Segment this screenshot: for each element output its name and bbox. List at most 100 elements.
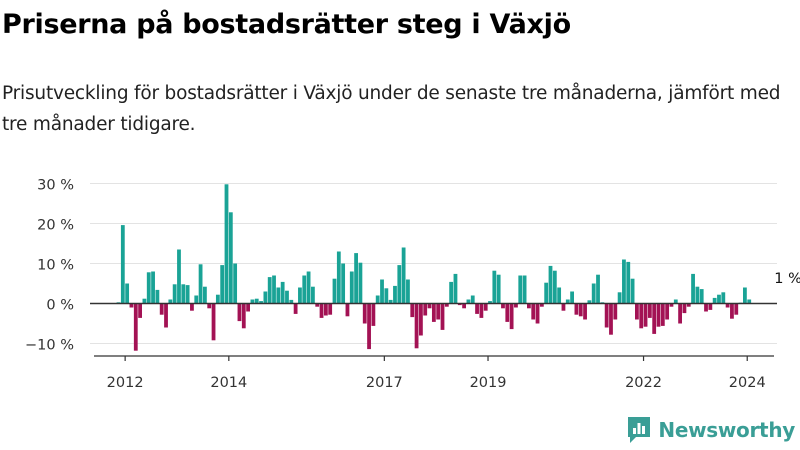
bar [362,303,367,324]
bar [691,273,695,304]
bar [259,301,263,304]
bar [341,263,346,304]
bar [509,303,514,330]
bar [207,303,212,309]
bar [704,303,708,312]
bar [665,303,670,320]
bar [712,297,717,304]
bar [336,251,341,304]
x-axis: 2012 2014 2017 2019 2022 2024 [94,355,774,391]
bar [371,303,376,326]
bar [587,300,592,304]
bar [747,299,752,304]
bar [211,303,216,341]
bar [241,303,246,329]
bar [388,299,393,304]
bar [358,262,363,304]
bar [669,303,674,307]
bar [639,303,644,329]
bar [652,303,657,334]
bar [466,299,471,304]
brand-name: Newsworthy [658,418,795,442]
bar [488,301,492,304]
bar [453,273,458,304]
bar [159,303,164,315]
bar [419,303,423,336]
bar [574,303,579,315]
bar [647,303,652,318]
bar [660,303,665,326]
bar [267,277,272,304]
bar [449,281,454,304]
bar-chart-logo-icon [628,417,651,443]
bar [518,275,523,304]
bar [224,184,229,304]
bar [630,278,635,304]
bar [721,292,726,304]
bar [626,261,631,304]
bars [116,184,752,351]
bar [734,303,739,315]
bar [544,282,549,304]
bar [622,259,626,304]
bar [393,285,397,304]
bar [276,287,281,304]
bar [552,270,557,304]
bar [254,298,259,304]
bar [591,283,596,304]
bar [699,289,704,304]
bar [548,265,553,304]
bar [565,299,570,304]
bar [215,294,220,304]
y-axis-tick-labels: 30 % 20 % 10 % 0 % −10 % [25,178,74,354]
bar [237,303,242,322]
bar [527,303,531,309]
bar [198,264,203,304]
bar [570,291,574,304]
bar [194,295,199,304]
bar [246,303,250,312]
chart-title: Priserna på bostadsrätter steg i Växjö [2,9,571,40]
bar [125,283,130,304]
bar [496,274,501,304]
bar [323,303,328,316]
bar [475,303,479,314]
bar [604,303,609,328]
bar [272,275,276,304]
bar [129,303,134,308]
bar [142,298,147,304]
bar [328,303,333,315]
bar [440,303,445,330]
bar [643,303,648,327]
bar [345,303,350,317]
last-value-label: 1 % [774,271,800,287]
y-tick-label: 30 % [37,178,74,194]
bar [138,303,142,318]
bar [155,289,160,304]
x-tick-label: 2014 [210,375,247,391]
bar [695,286,700,304]
x-tick-label: 2019 [470,375,507,391]
bar [613,303,618,320]
bar [233,263,238,304]
bar [285,290,289,304]
chart-subtitle: Prisutveckling för bostadsrätter i Växjö… [2,83,781,135]
bar [578,303,583,317]
bar [302,275,307,304]
bar [444,303,449,307]
bar [185,285,190,304]
bar [306,271,311,304]
bar [220,265,225,304]
bar [531,303,536,320]
bar [203,286,207,304]
bar [656,303,661,327]
bar [596,274,600,304]
bar [717,294,721,304]
bar [375,295,380,304]
x-tick-label: 2012 [107,375,144,391]
bar [686,303,691,307]
bar [743,287,747,304]
bar [151,271,155,304]
y-tick-label: −10 % [25,338,74,354]
y-tick-label: 20 % [37,218,74,234]
